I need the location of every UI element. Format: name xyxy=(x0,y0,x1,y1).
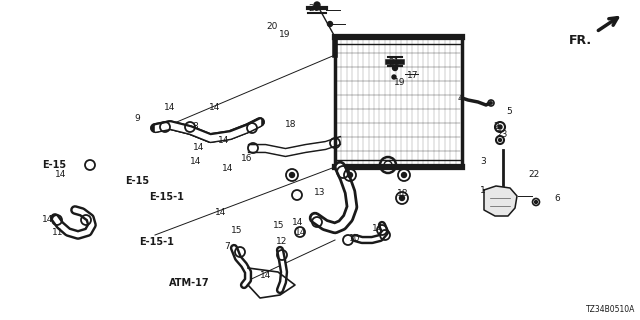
Text: 10: 10 xyxy=(349,234,361,243)
Text: E-15-1: E-15-1 xyxy=(140,236,174,247)
Text: 16: 16 xyxy=(241,154,252,163)
Text: 17: 17 xyxy=(407,71,419,80)
Text: 14: 14 xyxy=(218,136,230,145)
Text: 14: 14 xyxy=(42,215,54,224)
Text: 14: 14 xyxy=(193,143,204,152)
Text: 14: 14 xyxy=(189,157,201,166)
Text: 14: 14 xyxy=(260,271,271,280)
Text: 13: 13 xyxy=(314,188,326,196)
Text: 4: 4 xyxy=(458,94,463,103)
Text: 14: 14 xyxy=(164,103,175,112)
Text: FR.: FR. xyxy=(569,34,592,47)
Circle shape xyxy=(499,139,502,141)
Text: 15: 15 xyxy=(231,226,243,235)
Text: 7: 7 xyxy=(225,242,230,251)
Circle shape xyxy=(399,196,404,201)
Text: 18: 18 xyxy=(285,120,297,129)
Text: TZ34B0510A: TZ34B0510A xyxy=(586,305,635,314)
Circle shape xyxy=(289,172,294,178)
Circle shape xyxy=(314,2,320,8)
Text: 6: 6 xyxy=(554,194,559,203)
Text: 9: 9 xyxy=(135,114,140,123)
Text: 18: 18 xyxy=(397,189,409,198)
Circle shape xyxy=(490,102,492,104)
Text: ATM-17: ATM-17 xyxy=(168,278,209,288)
Text: 14: 14 xyxy=(295,228,307,236)
Text: 2: 2 xyxy=(493,122,499,131)
Text: 14: 14 xyxy=(55,170,67,179)
Text: 21: 21 xyxy=(388,58,399,67)
Circle shape xyxy=(392,66,397,70)
Text: 23: 23 xyxy=(497,130,508,139)
Text: 12: 12 xyxy=(276,237,287,246)
Text: E-15: E-15 xyxy=(42,160,67,170)
Text: 1: 1 xyxy=(481,186,486,195)
Circle shape xyxy=(401,172,406,178)
Circle shape xyxy=(534,201,538,204)
Text: 21: 21 xyxy=(308,4,319,12)
Text: 15: 15 xyxy=(273,221,284,230)
Text: 5: 5 xyxy=(506,107,511,116)
Circle shape xyxy=(348,172,353,178)
Polygon shape xyxy=(484,186,517,216)
Text: 11: 11 xyxy=(52,228,63,236)
Text: 19: 19 xyxy=(279,30,291,39)
Text: 19: 19 xyxy=(394,78,406,87)
Text: 3: 3 xyxy=(481,157,486,166)
Text: 14: 14 xyxy=(209,103,220,112)
Circle shape xyxy=(498,125,502,129)
Text: 14: 14 xyxy=(292,218,303,227)
Circle shape xyxy=(392,75,396,79)
Text: 20: 20 xyxy=(266,22,278,31)
Circle shape xyxy=(328,21,333,27)
Text: 8: 8 xyxy=(193,122,198,131)
Text: 14: 14 xyxy=(372,224,383,233)
Text: E-15: E-15 xyxy=(125,176,150,186)
Text: 22: 22 xyxy=(529,170,540,179)
Text: 14: 14 xyxy=(221,164,233,172)
Text: 14: 14 xyxy=(215,208,227,217)
Text: E-15-1: E-15-1 xyxy=(149,192,184,202)
